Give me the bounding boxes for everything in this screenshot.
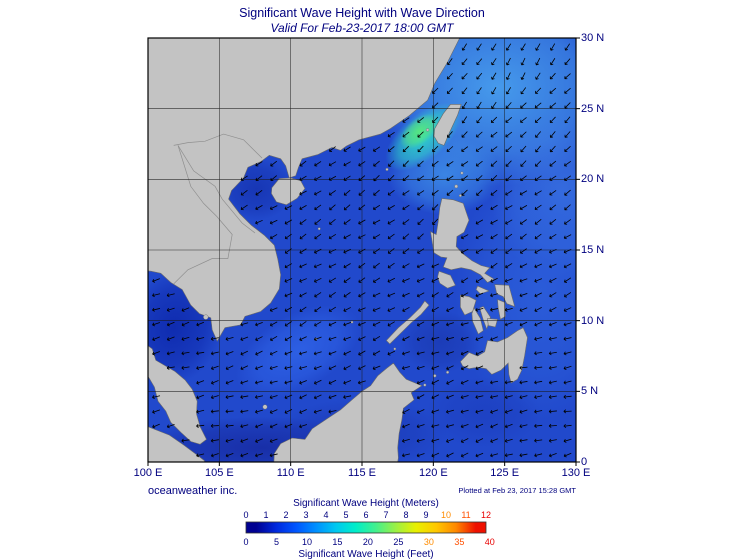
islet (385, 167, 389, 171)
legend-feet-tick: 25 (393, 537, 403, 547)
y-axis-label: 30 N (581, 32, 605, 44)
landmass-leyte (497, 299, 506, 320)
y-axis-label: 25 N (581, 102, 605, 115)
grid-lines (148, 38, 576, 462)
legend-meter-tick: 9 (423, 510, 428, 520)
landmass-taiwan (433, 104, 462, 146)
wave-height-region (426, 377, 541, 448)
legend-title-feet: Significant Wave Height (Feet) (298, 549, 433, 560)
islet (458, 194, 462, 198)
y-axis-label: 10 N (581, 314, 605, 327)
landmass-palawan (385, 300, 430, 345)
islet (423, 383, 427, 387)
legend-meter-tick: 2 (283, 510, 288, 520)
legend-meter-tick: 11 (461, 510, 470, 520)
page-title: Significant Wave Height with Wave Direct… (239, 6, 485, 20)
y-axis-label: 15 N (581, 244, 605, 256)
legend-feet-tick: 10 (302, 537, 312, 547)
landmass-bohol (487, 318, 498, 328)
legend-meter-tick: 6 (363, 510, 368, 520)
legend-title-meters: Significant Wave Height (Meters) (293, 498, 439, 509)
legend-meter-tick: 0 (243, 510, 248, 520)
landmass-mindanao (460, 327, 528, 384)
wave-height-region (399, 113, 439, 149)
map-canvas (147, 37, 580, 466)
credit-text: oceanweather inc. (148, 485, 238, 497)
x-axis-label: 120 E (418, 467, 448, 479)
landmass-mainland-asia (148, 38, 460, 342)
legend-feet-tick: 40 (485, 537, 495, 547)
country-border (177, 145, 256, 234)
x-axis-label: 105 E (204, 467, 234, 479)
legend-meter-tick: 10 (441, 510, 451, 520)
islet (433, 374, 437, 378)
colorbar (245, 521, 487, 534)
islet (454, 184, 459, 189)
wave-height-region (400, 310, 481, 373)
islet (317, 227, 321, 231)
legend-feet-tick: 0 (243, 537, 248, 547)
landmass-masbate (475, 285, 490, 295)
islet (393, 347, 397, 351)
islet (262, 404, 268, 410)
landmass-mindoro (437, 270, 456, 289)
legend: Significant Wave Height (Meters)0 1 2 3 4 5 6 7… (243, 498, 495, 560)
page-subtitle: Valid For Feb-23-2017 18:00 GMT (270, 21, 454, 35)
map-content (148, 38, 576, 462)
country-border (173, 133, 263, 159)
wave-direction-arrows (152, 43, 572, 458)
axis-ticks (147, 37, 580, 466)
legend-feet-tick: 30 (424, 537, 434, 547)
islet (350, 320, 354, 324)
country-border (173, 145, 233, 285)
legend-feet-tick: 5 (274, 537, 279, 547)
legend-feet-tick: 35 (454, 537, 464, 547)
islet (203, 314, 209, 320)
islet (426, 128, 430, 132)
legend-meter-tick: 8 (403, 510, 408, 520)
wave-height-region (235, 305, 360, 399)
x-axis-label: 115 E (348, 467, 376, 479)
x-axis-label: 110 E (276, 467, 305, 479)
legend-feet-tick: 20 (363, 537, 373, 547)
islet (446, 370, 450, 374)
legend-meter-tick: 12 (481, 510, 491, 520)
landmass-negros (471, 307, 484, 335)
islet (460, 171, 464, 175)
x-axis-label: 100 E (133, 467, 163, 479)
legend-feet-tick: 15 (332, 537, 342, 547)
landmass-sumatra (148, 426, 205, 462)
y-axis-label: 20 N (581, 173, 605, 186)
x-axis-label: 125 E (490, 467, 520, 479)
x-axis-label: 130 E (561, 467, 591, 479)
legend-meter-tick: 3 (303, 510, 308, 520)
y-axis-label: 5 N (581, 385, 599, 398)
legend-meter-tick: 1 (263, 510, 268, 520)
legend-meter-tick: 5 (343, 510, 348, 520)
legend-meter-tick: 4 (323, 510, 328, 520)
legend-meter-tick: 7 (383, 510, 388, 520)
plotted-timestamp: Plotted at Feb 23, 2017 15:28 GMT (458, 486, 576, 495)
landmass-borneo (273, 362, 423, 462)
y-axis-label: 0 (581, 456, 588, 468)
landmass-cebu (479, 306, 491, 331)
